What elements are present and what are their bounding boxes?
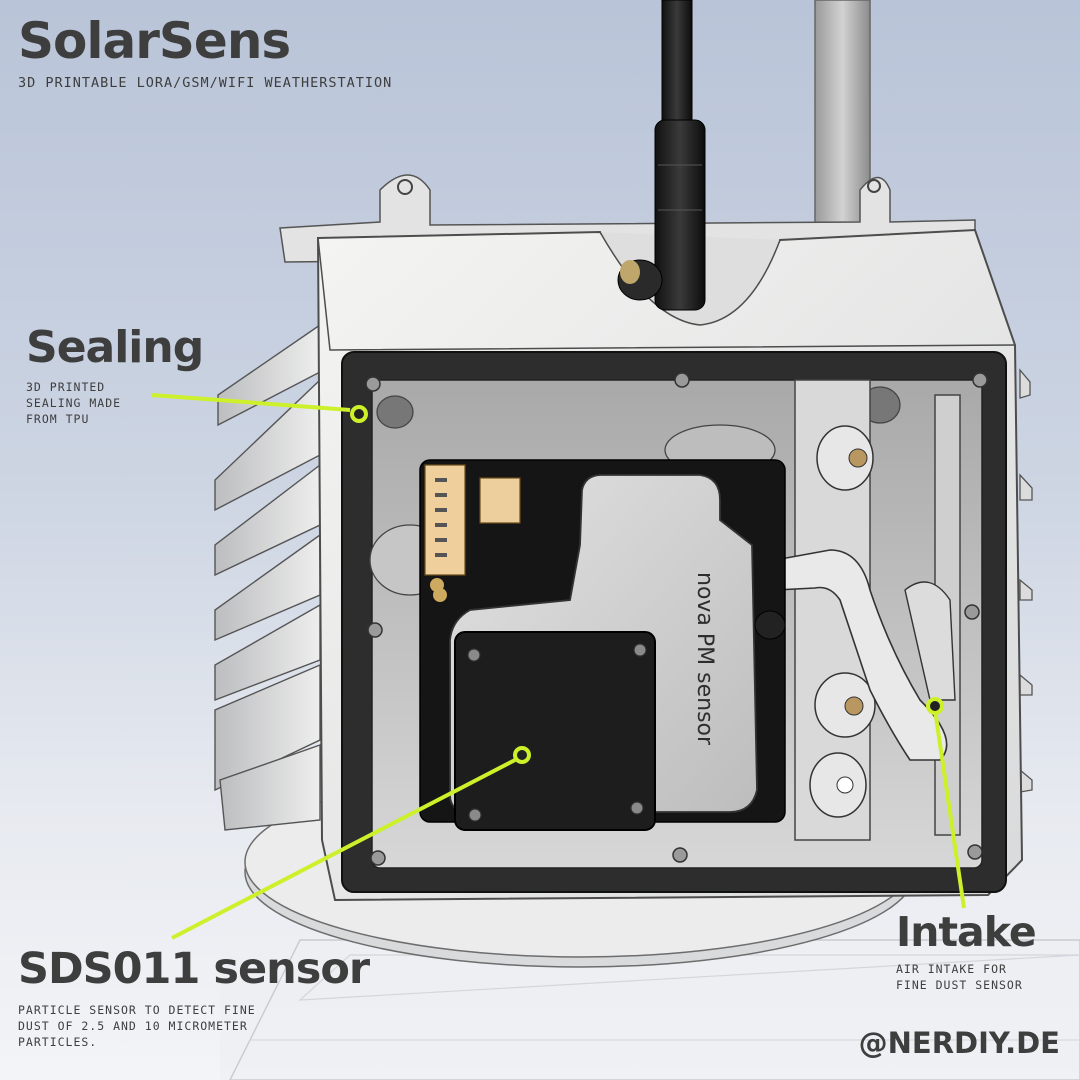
sealing-note: 3D PRINTED SEALING MADE FROM TPU: [26, 380, 122, 426]
antenna: [617, 0, 706, 311]
sealing-heading: Sealing: [26, 322, 204, 373]
intake-note: AIR INTAKE FOR FINE DUST SENSOR: [896, 962, 1023, 992]
intake-marker: [926, 697, 944, 715]
page-subtitle: 3D PRINTABLE LORA/GSM/WIFI WEATHERSTATIO…: [18, 75, 393, 91]
sensor-heading: SDS011 sensor: [18, 944, 370, 994]
page-title: SolarSens: [18, 12, 291, 70]
sensor-label: nova PM sensor: [692, 572, 717, 746]
callout-dots: [350, 405, 944, 764]
inner-pipe: [794, 379, 961, 841]
cooling-fins: [214, 323, 321, 831]
frame-screws: [365, 372, 988, 866]
sensor-note: PARTICLE SENSOR TO DETECT FINE DUST OF 2…: [18, 1003, 256, 1049]
pm-sensor-housing: nova PM sensor: [449, 474, 786, 831]
callout-lines: [151, 393, 966, 940]
sealing-marker: [350, 405, 368, 423]
sensor-marker: [513, 746, 531, 764]
author-handle: @NERDIY.DE: [858, 1026, 1060, 1060]
intake-heading: Intake: [896, 908, 1037, 956]
intake-hose: [774, 549, 948, 761]
